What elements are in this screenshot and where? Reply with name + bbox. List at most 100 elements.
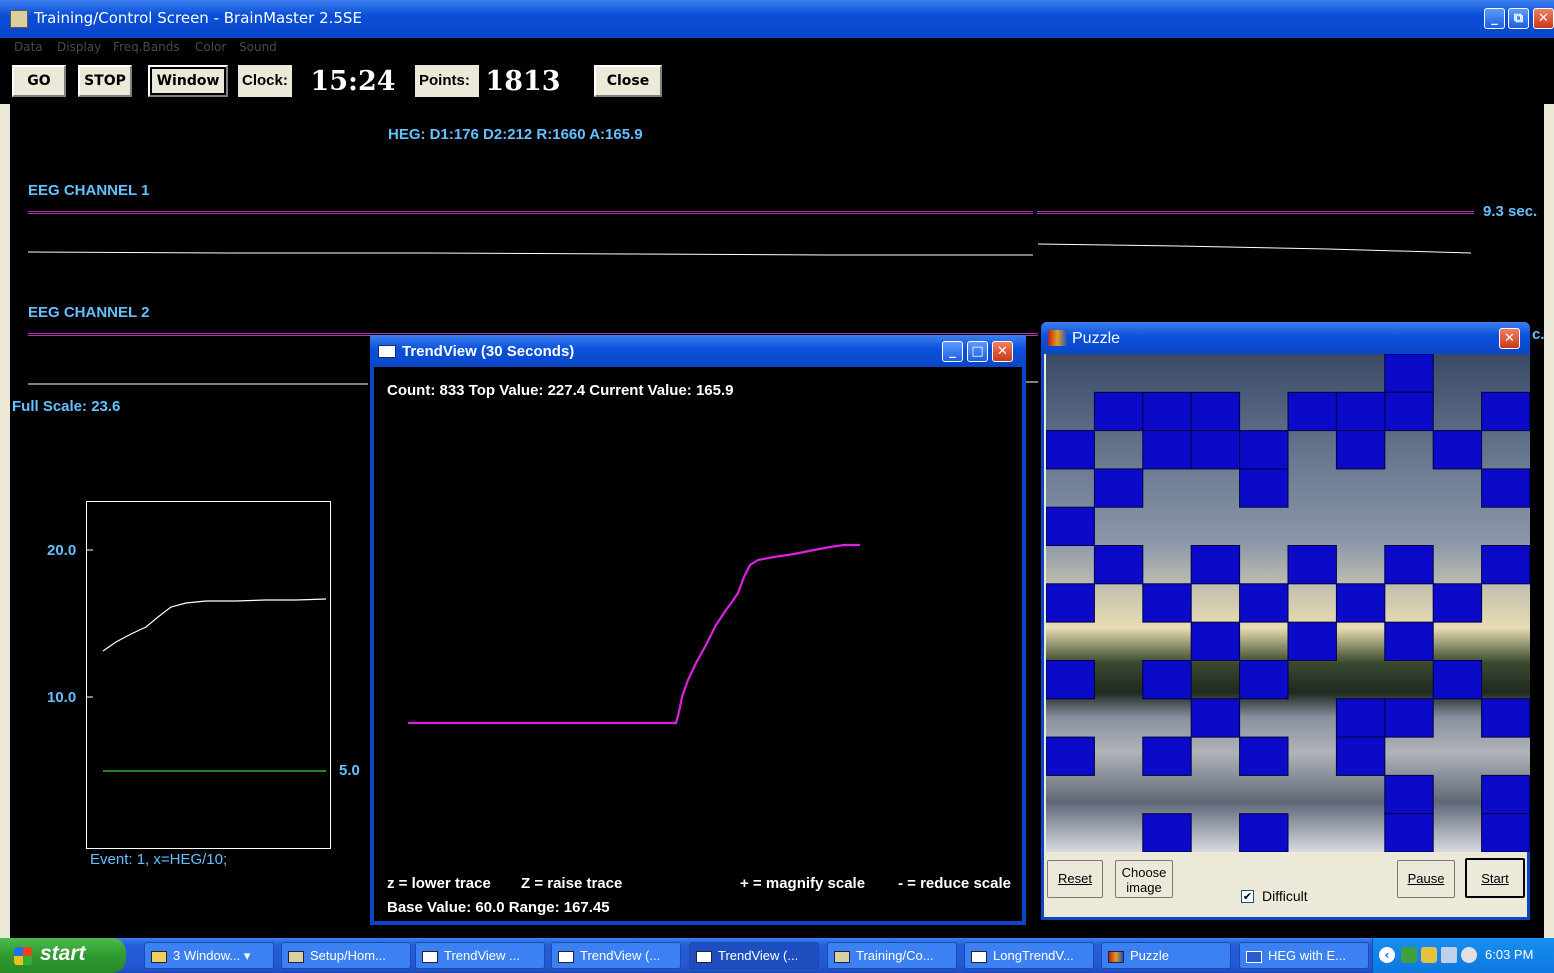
main-title-bar[interactable]: Training/Control Screen - BrainMaster 2.… bbox=[0, 0, 1554, 38]
puzzle-tile[interactable] bbox=[1384, 774, 1434, 815]
puzzle-tile[interactable] bbox=[1335, 736, 1386, 776]
puzzle-tile[interactable] bbox=[1239, 736, 1289, 776]
puzzle-tile[interactable] bbox=[1335, 430, 1386, 470]
puzzle-tile[interactable] bbox=[1046, 506, 1095, 546]
task-puzzle[interactable]: Puzzle bbox=[1101, 942, 1231, 969]
puzzle-tile[interactable] bbox=[1481, 391, 1530, 432]
network-icon[interactable] bbox=[1401, 947, 1417, 963]
puzzle-tile[interactable] bbox=[1046, 736, 1095, 776]
puzzle-tile[interactable] bbox=[1287, 621, 1337, 662]
menu-freq-bands[interactable]: Freq.Bands bbox=[113, 40, 180, 54]
task-trendview-3[interactable]: TrendView (... bbox=[689, 942, 819, 969]
puzzle-tile[interactable] bbox=[1384, 621, 1434, 662]
start-button[interactable]: start bbox=[0, 938, 126, 973]
pause-button[interactable]: Pause bbox=[1397, 860, 1455, 898]
puzzle-tile[interactable] bbox=[1046, 660, 1095, 700]
puzzle-tile[interactable] bbox=[1142, 736, 1192, 776]
menu-display[interactable]: Display bbox=[57, 40, 102, 54]
task-setup-home[interactable]: Setup/Hom... bbox=[281, 942, 411, 969]
puzzle-tile[interactable] bbox=[1481, 813, 1530, 852]
puzzle-tile[interactable] bbox=[1190, 698, 1241, 738]
eeg-channel-1-scale-line bbox=[28, 211, 1474, 214]
trendview-title-bar[interactable]: TrendView (30 Seconds) _ □ ✕ bbox=[370, 335, 1026, 367]
window-icon bbox=[422, 950, 438, 963]
pause-label: Pause bbox=[1407, 871, 1445, 886]
start-button[interactable]: Start bbox=[1465, 858, 1525, 898]
puzzle-tile[interactable] bbox=[1335, 391, 1386, 432]
reset-button[interactable]: Reset bbox=[1047, 860, 1103, 898]
volume-icon[interactable] bbox=[1461, 947, 1477, 963]
puzzle-tile[interactable] bbox=[1239, 430, 1289, 470]
puzzle-tile[interactable] bbox=[1190, 391, 1241, 432]
puzzle-tile[interactable] bbox=[1287, 391, 1337, 432]
puzzle-tile[interactable] bbox=[1481, 698, 1530, 738]
difficult-checkbox[interactable]: ✔ bbox=[1241, 890, 1254, 903]
display-icon[interactable] bbox=[1441, 947, 1457, 963]
puzzle-tile[interactable] bbox=[1190, 545, 1241, 585]
puzzle-tile[interactable] bbox=[1190, 621, 1241, 662]
puzzle-tile[interactable] bbox=[1093, 545, 1144, 585]
task-longtrendview[interactable]: LongTrendV... bbox=[964, 942, 1094, 969]
puzzle-tile[interactable] bbox=[1239, 813, 1289, 852]
menu-sound[interactable]: Sound bbox=[239, 40, 277, 54]
puzzle-tile[interactable] bbox=[1384, 545, 1434, 585]
puzzle-tile[interactable] bbox=[1287, 545, 1337, 585]
puzzle-image[interactable] bbox=[1046, 354, 1530, 852]
puzzle-tile[interactable] bbox=[1093, 468, 1144, 508]
threshold-label: 5.0 bbox=[339, 762, 360, 779]
task-heg-document[interactable]: HEG with E... bbox=[1239, 942, 1369, 969]
tray-clock[interactable]: 6:03 PM bbox=[1485, 947, 1534, 962]
task-training-control[interactable]: Training/Co... bbox=[827, 942, 957, 969]
task-trendview-2[interactable]: TrendView (... bbox=[551, 942, 681, 969]
puzzle-tile[interactable] bbox=[1239, 468, 1289, 508]
puzzle-tile[interactable] bbox=[1142, 583, 1192, 623]
puzzle-tile[interactable] bbox=[1190, 430, 1241, 470]
puzzle-tile[interactable] bbox=[1384, 698, 1434, 738]
puzzle-title-bar[interactable]: Puzzle ✕ bbox=[1041, 322, 1530, 354]
menu-color[interactable]: Color bbox=[195, 40, 227, 54]
window-button[interactable]: Window bbox=[148, 65, 228, 97]
stop-button[interactable]: STOP bbox=[78, 65, 132, 97]
puzzle-tile[interactable] bbox=[1335, 698, 1386, 738]
puzzle-tile[interactable] bbox=[1432, 430, 1483, 470]
close-button[interactable]: Close bbox=[594, 65, 662, 97]
puzzle-tile[interactable] bbox=[1142, 391, 1192, 432]
puzzle-tile[interactable] bbox=[1384, 354, 1434, 393]
puzzle-tile[interactable] bbox=[1481, 468, 1530, 508]
menu-data[interactable]: Data bbox=[14, 40, 43, 54]
puzzle-tile[interactable] bbox=[1142, 430, 1192, 470]
puzzle-tile[interactable] bbox=[1432, 583, 1483, 623]
task-3-windows[interactable]: 3 Window... ▾ bbox=[144, 942, 274, 969]
brainmaster-app-icon[interactable] bbox=[10, 10, 28, 28]
puzzle-tile[interactable] bbox=[1046, 583, 1095, 623]
puzzle-tile[interactable] bbox=[1384, 391, 1434, 432]
minimize-icon[interactable]: _ bbox=[1484, 8, 1505, 29]
puzzle-tile[interactable] bbox=[1384, 813, 1434, 852]
puzzle-tile[interactable] bbox=[1432, 660, 1483, 700]
puzzle-tile[interactable] bbox=[1239, 583, 1289, 623]
go-button[interactable]: GO bbox=[12, 65, 66, 97]
puzzle-tile[interactable] bbox=[1142, 660, 1192, 700]
close-icon[interactable]: ✕ bbox=[1533, 8, 1554, 29]
trendview-maximize-icon[interactable]: □ bbox=[967, 341, 988, 362]
puzzle-close-icon[interactable]: ✕ bbox=[1499, 328, 1520, 349]
restore-icon[interactable]: ⧉ bbox=[1508, 8, 1529, 29]
word-icon bbox=[1246, 950, 1262, 963]
window-icon bbox=[696, 950, 712, 963]
puzzle-tile[interactable] bbox=[1239, 660, 1289, 700]
clock-label: Clock: bbox=[238, 65, 292, 97]
puzzle-tile[interactable] bbox=[1046, 430, 1095, 470]
puzzle-tile[interactable] bbox=[1093, 391, 1144, 432]
puzzle-tile[interactable] bbox=[1335, 583, 1386, 623]
trendview-close-icon[interactable]: ✕ bbox=[992, 341, 1013, 362]
puzzle-tile[interactable] bbox=[1481, 774, 1530, 815]
show-hidden-icons-icon[interactable]: ‹ bbox=[1379, 947, 1395, 963]
puzzle-tile-grid[interactable] bbox=[1046, 354, 1530, 852]
puzzle-tile[interactable] bbox=[1142, 813, 1192, 852]
window-title: Training/Control Screen - BrainMaster 2.… bbox=[34, 9, 362, 27]
security-icon[interactable] bbox=[1421, 947, 1437, 963]
task-trendview-1[interactable]: TrendView ... bbox=[415, 942, 545, 969]
trendview-minimize-icon[interactable]: _ bbox=[942, 341, 963, 362]
puzzle-tile[interactable] bbox=[1481, 545, 1530, 585]
choose-image-button[interactable]: Choose image bbox=[1115, 860, 1173, 898]
